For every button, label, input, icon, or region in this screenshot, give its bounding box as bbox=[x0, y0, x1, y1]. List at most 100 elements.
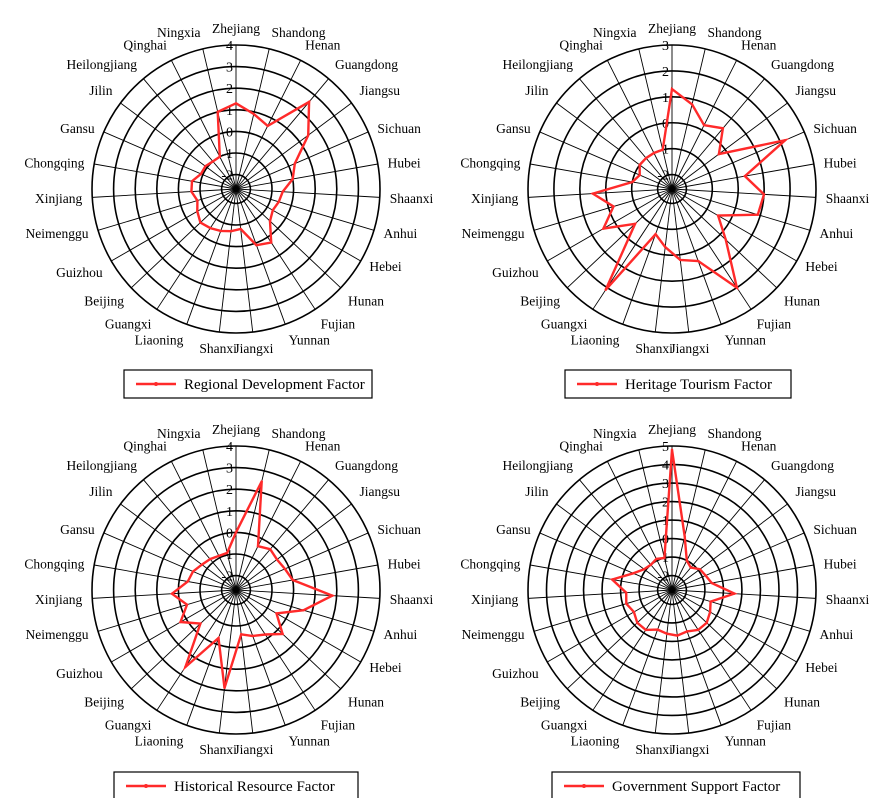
data-point bbox=[625, 602, 628, 605]
data-point bbox=[697, 628, 700, 632]
category-label: Beijing bbox=[520, 294, 560, 309]
grid-spoke bbox=[671, 188, 811, 231]
category-label: Shanxi bbox=[635, 341, 673, 356]
grid-ring bbox=[112, 65, 360, 313]
data-point bbox=[708, 610, 712, 614]
grid-spoke bbox=[671, 589, 816, 599]
category-label: Yunnan bbox=[289, 734, 330, 749]
grid-spoke bbox=[530, 564, 673, 591]
data-point bbox=[661, 148, 664, 151]
category-label: Anhui bbox=[820, 627, 854, 642]
data-point bbox=[638, 163, 641, 167]
category-label: Fujian bbox=[321, 317, 356, 332]
category-label: Beijing bbox=[520, 695, 560, 710]
data-point bbox=[697, 259, 700, 263]
grid-spoke bbox=[671, 163, 814, 190]
category-label: Hunan bbox=[348, 294, 384, 309]
grid-spoke bbox=[566, 589, 673, 690]
category-label: Hebei bbox=[805, 660, 837, 675]
grid-spoke bbox=[218, 188, 237, 333]
data-point bbox=[211, 160, 215, 163]
data-point bbox=[762, 193, 766, 196]
grid-spoke bbox=[638, 48, 673, 190]
grid-spoke bbox=[235, 131, 369, 190]
grid-spoke bbox=[638, 449, 673, 591]
grid-ring bbox=[134, 87, 338, 291]
grid-spoke bbox=[547, 589, 673, 663]
grid-spoke bbox=[622, 589, 673, 726]
radial-tick-label: -1 bbox=[221, 147, 233, 162]
data-point bbox=[185, 603, 189, 606]
legend-marker bbox=[144, 784, 148, 788]
grid-spoke bbox=[202, 449, 237, 591]
category-label: Liaoning bbox=[571, 734, 620, 749]
data-point bbox=[191, 570, 195, 573]
data-point bbox=[631, 180, 634, 184]
data-point bbox=[625, 591, 628, 594]
grid-spoke bbox=[235, 532, 369, 591]
data-point bbox=[654, 232, 657, 236]
data-point bbox=[710, 581, 713, 585]
grid-spoke bbox=[530, 163, 673, 190]
grid-spoke bbox=[547, 188, 673, 262]
grid-spoke bbox=[97, 188, 237, 231]
data-point bbox=[721, 127, 725, 130]
category-label: Jiangxi bbox=[670, 341, 709, 356]
data-point bbox=[638, 173, 641, 177]
category-label: Heilongjiang bbox=[503, 57, 574, 72]
grid-spoke bbox=[156, 589, 237, 711]
data-point bbox=[218, 155, 222, 159]
data-point bbox=[702, 123, 706, 127]
category-label: Hubei bbox=[388, 556, 421, 571]
data-point bbox=[170, 592, 174, 595]
data-point bbox=[656, 628, 659, 631]
category-label: Shandong bbox=[708, 426, 762, 441]
category-label: Gansu bbox=[496, 121, 531, 136]
category-label: Qinghai bbox=[123, 438, 167, 453]
data-point bbox=[251, 634, 254, 638]
grid-spoke bbox=[235, 479, 329, 591]
data-point bbox=[633, 222, 637, 225]
data-point bbox=[196, 210, 199, 213]
category-label: Yunnan bbox=[289, 333, 330, 348]
category-label: Liaoning bbox=[135, 734, 184, 749]
category-label: Hebei bbox=[369, 660, 401, 675]
grid-spoke bbox=[671, 188, 816, 198]
grid-spoke bbox=[671, 188, 722, 325]
grid-spoke bbox=[528, 589, 673, 599]
data-point bbox=[179, 620, 182, 624]
grid-spoke bbox=[592, 589, 673, 711]
category-label: Shaanxi bbox=[390, 592, 434, 607]
data-point bbox=[307, 100, 311, 104]
grid-spoke bbox=[170, 60, 237, 190]
data-point bbox=[234, 102, 238, 105]
category-label: Shanxi bbox=[199, 341, 237, 356]
grid-spoke bbox=[218, 589, 237, 734]
grid-spoke bbox=[92, 188, 237, 198]
data-point bbox=[690, 103, 694, 106]
grid-spoke bbox=[671, 589, 811, 632]
grid-ring bbox=[91, 445, 381, 735]
category-label: Fujian bbox=[757, 317, 792, 332]
grid-spoke bbox=[235, 589, 380, 599]
data-point bbox=[268, 219, 272, 223]
radial-tick-label: 2 bbox=[226, 82, 233, 97]
category-label: Sichuan bbox=[377, 522, 421, 537]
grid-spoke bbox=[130, 188, 237, 289]
data-point bbox=[612, 205, 615, 208]
data-point bbox=[283, 567, 287, 571]
radial-tick-label: 3 bbox=[662, 477, 669, 492]
data-point bbox=[266, 124, 269, 128]
grid-spoke bbox=[94, 564, 237, 591]
grid-spoke bbox=[671, 503, 788, 591]
grid-spoke bbox=[235, 188, 316, 310]
grid-spoke bbox=[103, 131, 237, 190]
data-point bbox=[184, 665, 187, 669]
grid-spoke bbox=[235, 102, 352, 190]
data-point bbox=[733, 592, 736, 595]
data-point bbox=[217, 554, 221, 558]
category-label: Chongqing bbox=[24, 155, 84, 170]
data-point bbox=[716, 214, 720, 217]
category-label: Shanxi bbox=[635, 742, 673, 757]
category-label: Hubei bbox=[824, 155, 857, 170]
